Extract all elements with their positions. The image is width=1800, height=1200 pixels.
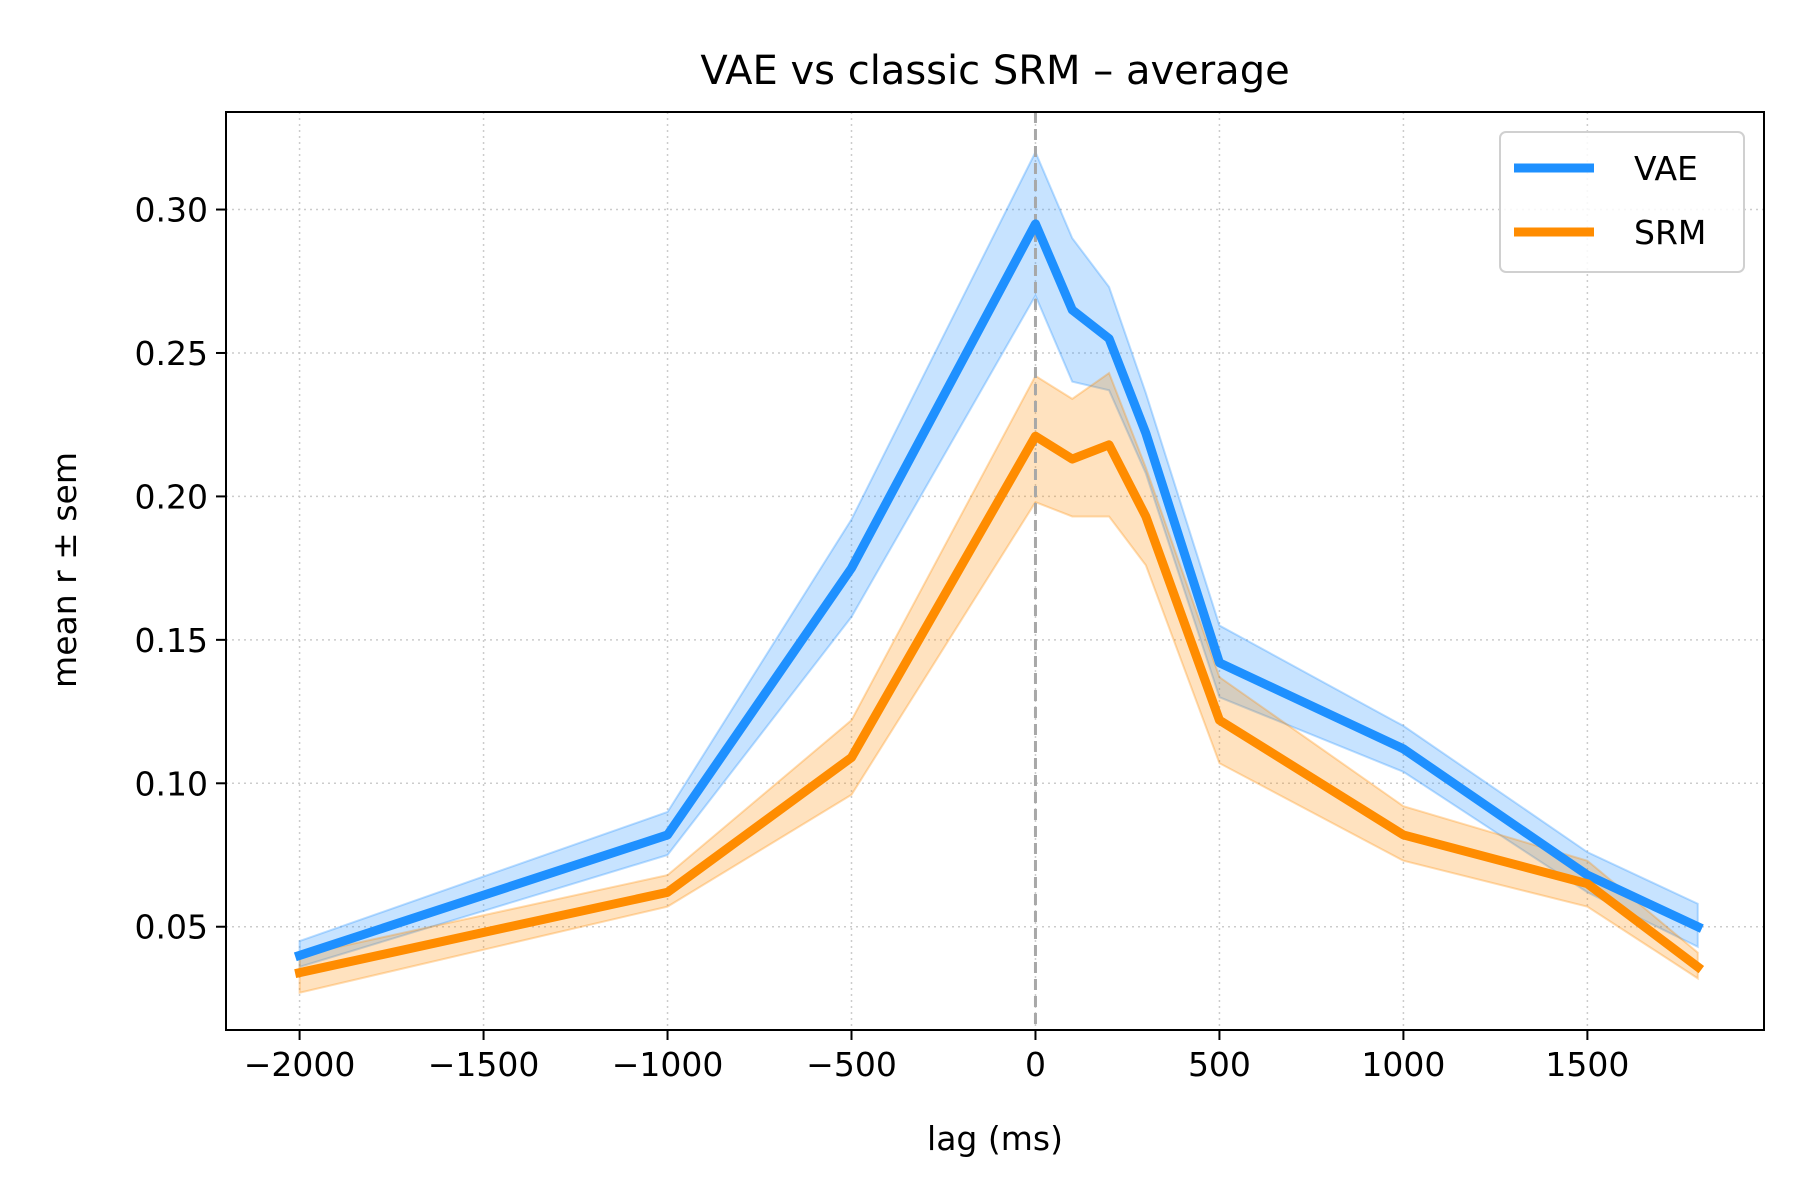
legend-label-srm: SRM — [1634, 213, 1706, 252]
series-line-srm — [294, 431, 1705, 978]
x-tick-label: −2000 — [244, 1045, 356, 1084]
plot-frame — [225, 111, 1765, 1031]
x-tick-label: 0 — [1025, 1045, 1046, 1084]
band-vae — [298, 149, 1699, 969]
y-tick-label: 0.30 — [135, 191, 208, 230]
y-tick-label: 0.20 — [135, 477, 208, 516]
y-axis-title: mean r ± sem — [45, 452, 84, 688]
legend: VAE SRM — [1499, 131, 1745, 273]
legend-label-vae: VAE — [1634, 149, 1698, 188]
x-tick-label: −500 — [806, 1045, 897, 1084]
y-tick-label: 0.10 — [135, 764, 208, 803]
x-axis-title: lag (ms) — [927, 1119, 1063, 1158]
x-tick-label: −1000 — [612, 1045, 724, 1084]
y-tick-label: 0.15 — [135, 621, 208, 660]
grid-lines — [226, 112, 1764, 1030]
legend-box — [1499, 131, 1745, 273]
y-axis-ticks: 0.05 0.10 0.15 0.20 0.25 0.30 — [135, 191, 226, 947]
x-axis-ticks: −2000 −1500 −1000 −500 0 500 1000 1500 — [244, 1030, 1629, 1084]
x-tick-label: 500 — [1188, 1045, 1251, 1084]
series-line-vae — [293, 219, 1704, 962]
series-lines — [293, 219, 1705, 978]
x-tick-label: −1500 — [428, 1045, 540, 1084]
y-tick-label: 0.05 — [135, 908, 208, 947]
x-tick-label: 1000 — [1361, 1045, 1445, 1084]
chart-title: VAE vs classic SRM – average — [700, 48, 1289, 94]
x-tick-label: 1500 — [1545, 1045, 1629, 1084]
y-tick-label: 0.25 — [135, 334, 208, 373]
